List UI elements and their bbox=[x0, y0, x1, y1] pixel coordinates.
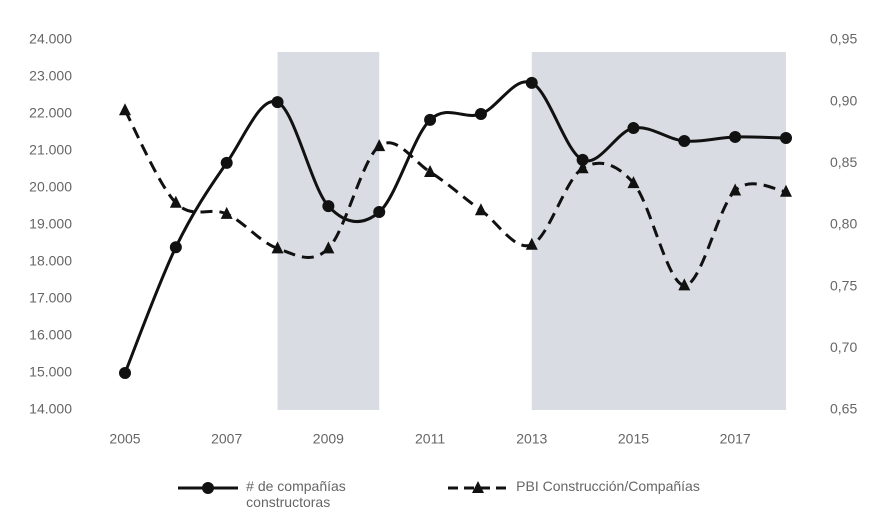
y2-tick-label: 0,85 bbox=[830, 154, 857, 170]
y-tick-label: 24.000 bbox=[29, 31, 72, 47]
point bbox=[271, 241, 284, 254]
x-tick-label: 2009 bbox=[313, 431, 344, 447]
y-tick-label: 16.000 bbox=[29, 327, 72, 343]
x-tick-label: 2011 bbox=[415, 431, 445, 447]
y-tick-label: 20.000 bbox=[29, 179, 72, 195]
point bbox=[525, 237, 538, 250]
y-tick-label: 18.000 bbox=[29, 253, 72, 269]
x-tick-label: 2007 bbox=[211, 431, 242, 447]
legend-item: # de compañías constructoras bbox=[176, 478, 396, 510]
point bbox=[525, 76, 538, 89]
y2-tick-label: 0,80 bbox=[830, 216, 857, 232]
x-tick-label: 2017 bbox=[720, 431, 751, 447]
legend-swatch bbox=[178, 482, 239, 494]
y-tick-label: 23.000 bbox=[29, 68, 72, 84]
y-tick-label: 22.000 bbox=[29, 105, 72, 121]
point bbox=[729, 183, 742, 196]
point bbox=[119, 367, 131, 379]
y-tick-label: 21.000 bbox=[29, 142, 72, 158]
y2-tick-label: 0,70 bbox=[830, 339, 857, 355]
point bbox=[627, 122, 640, 135]
chart: 14.000 15.000 16.000 17.000 18.000 19.000 20.0… bbox=[29, 31, 857, 447]
y-tick-label: 19.000 bbox=[29, 216, 72, 232]
legend-marker bbox=[202, 482, 215, 494]
y-tick-label: 17.000 bbox=[29, 290, 72, 306]
legend: # de compañías constructoras PBI Construc… bbox=[0, 478, 876, 510]
point bbox=[424, 164, 437, 177]
point bbox=[474, 203, 487, 216]
point bbox=[678, 278, 691, 291]
x-tick-label: 2005 bbox=[109, 431, 140, 447]
y2-tick-label: 0,90 bbox=[830, 92, 857, 108]
point bbox=[474, 108, 487, 120]
legend-label: PBI Construcción/Compañías bbox=[516, 478, 700, 494]
point bbox=[220, 156, 233, 169]
legend-label: # de compañías constructoras bbox=[246, 478, 346, 510]
y-tick-label: 15.000 bbox=[29, 364, 72, 380]
point bbox=[119, 103, 131, 116]
point bbox=[322, 200, 335, 213]
point bbox=[576, 153, 589, 166]
point bbox=[678, 135, 691, 148]
y2-tick-label: 0,95 bbox=[830, 31, 857, 47]
x-tick-label: 2013 bbox=[516, 431, 547, 447]
point bbox=[169, 195, 182, 208]
shaded-region bbox=[277, 52, 380, 410]
point bbox=[322, 241, 335, 254]
legend-swatch bbox=[448, 481, 509, 493]
point bbox=[780, 132, 792, 145]
point bbox=[271, 96, 284, 109]
legend-marker bbox=[472, 481, 485, 493]
point bbox=[576, 161, 589, 174]
point bbox=[424, 113, 437, 126]
legend-item: PBI Construcción/Compañías bbox=[446, 478, 700, 510]
point bbox=[169, 241, 182, 254]
point bbox=[780, 184, 792, 197]
y2-tick-label: 0,75 bbox=[830, 277, 857, 293]
point bbox=[627, 176, 640, 189]
point bbox=[220, 206, 233, 219]
x-tick-label: 2015 bbox=[618, 431, 649, 447]
y2-tick-label: 0,65 bbox=[830, 401, 857, 417]
y-tick-label: 14.000 bbox=[29, 401, 72, 417]
point bbox=[373, 206, 386, 219]
shaded-region bbox=[531, 52, 786, 410]
point bbox=[373, 139, 386, 152]
point bbox=[729, 130, 742, 143]
